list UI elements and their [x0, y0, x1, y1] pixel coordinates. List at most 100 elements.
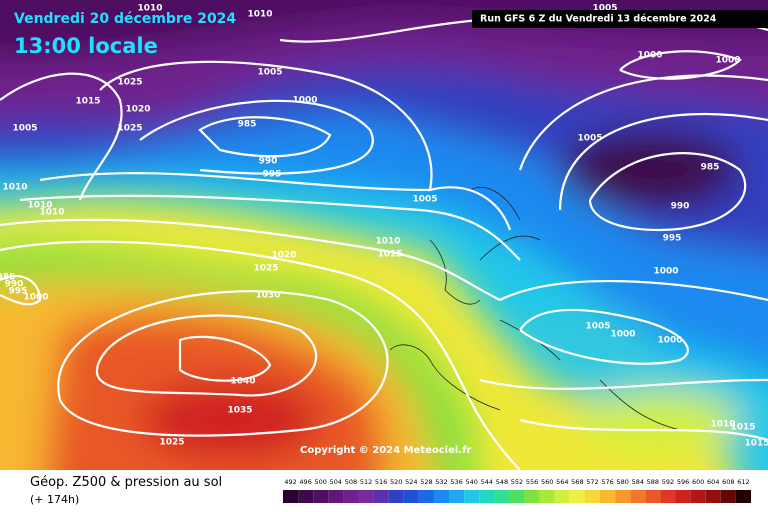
- legend-swatch: [418, 490, 434, 503]
- legend-swatch: [524, 490, 540, 503]
- legend-tick-label: 548: [496, 478, 508, 486]
- isobar-label: 1025: [253, 264, 278, 274]
- color-legend: 492 496 500 504 508 512 516 520 524 528 532 536 540 5…: [283, 478, 751, 503]
- isobar-label: 1025: [117, 78, 142, 88]
- legend-swatch: [569, 490, 585, 503]
- isobar-label: 985: [0, 273, 15, 283]
- isobar-label: 1000: [715, 56, 740, 66]
- legend-tick-label: 588: [647, 478, 659, 486]
- legend-swatch: [403, 490, 419, 503]
- isobar-label: 1000: [610, 330, 635, 340]
- legend-swatch: [509, 490, 525, 503]
- legend-swatch: [328, 490, 344, 503]
- footer-title: Géop. Z500 & pression au sol: [30, 475, 222, 490]
- legend-tick-label: 508: [345, 478, 357, 486]
- legend-swatch: [373, 490, 389, 503]
- legend-swatch: [705, 490, 721, 503]
- isobar-label: 1035: [227, 406, 252, 416]
- isobar-label: 1005: [585, 322, 610, 332]
- legend-swatch: [283, 490, 299, 503]
- legend-tick-label: 544: [481, 478, 493, 486]
- isobar-label: 1015: [377, 250, 402, 260]
- isobar-label: 1040: [230, 377, 255, 387]
- legend-swatch: [600, 490, 616, 503]
- isobar-label: 1010: [137, 4, 162, 14]
- isobar-label: 1010: [27, 201, 52, 211]
- forecast-date: Vendredi 20 décembre 2024: [14, 11, 236, 27]
- isobar-label: 1010: [375, 237, 400, 247]
- legend-swatch: [690, 490, 706, 503]
- isobar-label: 1000: [653, 267, 678, 277]
- legend-swatch: [735, 490, 751, 503]
- legend-swatch: [539, 490, 555, 503]
- legend-swatch: [675, 490, 691, 503]
- isobar-label: 1000: [637, 51, 662, 61]
- legend-tick-label: 520: [390, 478, 402, 486]
- legend-swatch: [479, 490, 495, 503]
- isobar-label: 995: [663, 234, 682, 244]
- isobar-label: 990: [5, 280, 24, 290]
- legend-tick-label: 612: [737, 478, 749, 486]
- isobar-label: 1005: [577, 134, 602, 144]
- isobar-label: 1020: [125, 105, 150, 115]
- legend-swatch: [358, 490, 374, 503]
- isobar-label: 1015: [744, 439, 768, 449]
- legend-swatch: [298, 490, 314, 503]
- isobar-label: 1010: [247, 10, 272, 20]
- legend-tick-label: 552: [511, 478, 523, 486]
- legend-tick-label: 528: [420, 478, 432, 486]
- footer-subtitle: (+ 174h): [30, 493, 79, 506]
- legend-tick-label: 492: [284, 478, 296, 486]
- isobar-label: 1000: [657, 336, 682, 346]
- legend-tick-label: 596: [677, 478, 689, 486]
- isobar-label: 985: [238, 120, 257, 130]
- legend-tick-label: 524: [405, 478, 417, 486]
- run-banner: [472, 10, 768, 28]
- legend-tick-label: 580: [616, 478, 628, 486]
- isobar-label: 1020: [271, 251, 296, 261]
- legend-swatch: [494, 490, 510, 503]
- legend-tick-label: 608: [722, 478, 734, 486]
- legend-tick-label: 516: [375, 478, 387, 486]
- legend-tick-label: 568: [571, 478, 583, 486]
- legend-tick-label: 496: [299, 478, 311, 486]
- legend-swatch: [645, 490, 661, 503]
- isobar-label: 1005: [592, 4, 617, 14]
- legend-tick-label: 560: [541, 478, 553, 486]
- isobar-label: 1015: [730, 423, 755, 433]
- legend-tick-label: 536: [450, 478, 462, 486]
- isobar-label: 1025: [117, 124, 142, 134]
- legend-swatch: [630, 490, 646, 503]
- legend-swatch: [584, 490, 601, 503]
- isobar-label: 1010: [39, 208, 64, 218]
- legend-tick-label: 512: [360, 478, 372, 486]
- legend-swatch: [720, 490, 736, 503]
- legend-swatch: [313, 490, 329, 503]
- legend-swatch: [388, 490, 404, 503]
- legend-swatch: [433, 490, 450, 503]
- legend-tick-label: 500: [315, 478, 327, 486]
- isobar-label: 995: [263, 170, 282, 180]
- legend-tick-label: 592: [662, 478, 674, 486]
- forecast-time: 13:00 locale: [14, 34, 158, 58]
- isobar-label: 1005: [257, 68, 282, 78]
- legend-tick-label: 564: [556, 478, 568, 486]
- legend-tick-label: 504: [330, 478, 342, 486]
- isobar-label: 1005: [412, 195, 437, 205]
- legend-tick-label: 604: [707, 478, 719, 486]
- isobar-label: 1015: [75, 97, 100, 107]
- isobar-label: 1000: [292, 96, 317, 106]
- legend-tick-label: 600: [692, 478, 704, 486]
- isobar-label: 1025: [159, 438, 184, 448]
- isobar-label: 1030: [255, 291, 280, 301]
- legend-swatch: [554, 490, 570, 503]
- run-info: Run GFS 6 Z du Vendredi 13 décembre 2024: [480, 14, 717, 25]
- isobar-label: 1000: [23, 293, 48, 303]
- isobar-label: 1010: [2, 183, 27, 193]
- legend-tick-label: 556: [526, 478, 538, 486]
- copyright: Copyright © 2024 Meteociel.fr: [300, 445, 471, 456]
- legend-swatch: [615, 490, 631, 503]
